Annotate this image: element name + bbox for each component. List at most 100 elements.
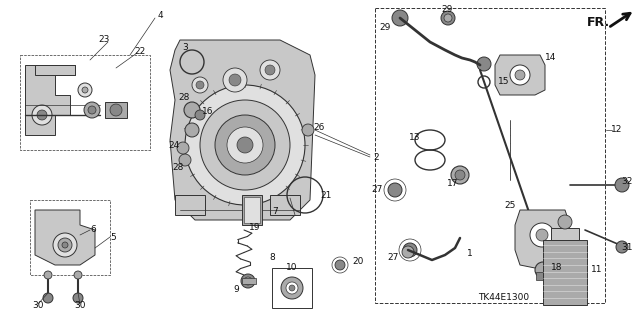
Text: 6: 6 <box>90 226 96 234</box>
Text: 24: 24 <box>168 140 180 150</box>
Circle shape <box>241 274 255 288</box>
Bar <box>30 200 110 275</box>
Text: 20: 20 <box>352 257 364 266</box>
Circle shape <box>43 293 53 303</box>
Circle shape <box>215 115 275 175</box>
Text: 29: 29 <box>380 24 390 33</box>
Circle shape <box>223 68 247 92</box>
Circle shape <box>177 142 189 154</box>
Circle shape <box>53 233 77 257</box>
Circle shape <box>616 241 628 253</box>
Circle shape <box>78 83 92 97</box>
Circle shape <box>558 215 572 229</box>
Circle shape <box>227 127 263 163</box>
Circle shape <box>110 104 122 116</box>
Circle shape <box>200 100 290 190</box>
Circle shape <box>32 105 52 125</box>
Text: 30: 30 <box>74 301 86 310</box>
Circle shape <box>37 110 47 120</box>
Circle shape <box>615 178 629 192</box>
Circle shape <box>441 11 455 25</box>
Circle shape <box>184 102 200 118</box>
Text: 10: 10 <box>286 263 298 272</box>
Text: 32: 32 <box>621 177 633 187</box>
Text: 29: 29 <box>442 5 452 14</box>
Bar <box>270 195 300 215</box>
Circle shape <box>535 262 551 278</box>
Circle shape <box>62 242 68 248</box>
Text: 22: 22 <box>134 48 146 56</box>
Bar <box>375 8 605 303</box>
Text: 12: 12 <box>611 125 623 135</box>
Circle shape <box>229 74 241 86</box>
Circle shape <box>58 238 72 252</box>
Circle shape <box>289 285 295 291</box>
Bar <box>536 272 550 280</box>
Text: 19: 19 <box>249 224 260 233</box>
Circle shape <box>73 293 83 303</box>
Text: 14: 14 <box>545 53 557 62</box>
Circle shape <box>392 10 408 26</box>
Polygon shape <box>170 40 315 220</box>
Circle shape <box>196 81 204 89</box>
Bar <box>105 102 127 118</box>
Circle shape <box>237 137 253 153</box>
Circle shape <box>244 277 252 285</box>
Circle shape <box>82 87 88 93</box>
Text: 4: 4 <box>157 11 163 19</box>
Text: 27: 27 <box>387 254 399 263</box>
Text: 8: 8 <box>269 254 275 263</box>
Polygon shape <box>495 55 545 95</box>
Circle shape <box>536 229 548 241</box>
Text: 16: 16 <box>202 108 214 116</box>
Circle shape <box>335 260 345 270</box>
Text: 13: 13 <box>409 133 420 143</box>
Circle shape <box>515 70 525 80</box>
Text: FR.: FR. <box>587 16 610 28</box>
Bar <box>551 228 579 240</box>
Bar <box>242 278 256 284</box>
Text: 31: 31 <box>621 242 633 251</box>
Text: 3: 3 <box>182 43 188 53</box>
Circle shape <box>74 271 82 279</box>
Text: 21: 21 <box>320 190 332 199</box>
Circle shape <box>185 85 305 205</box>
Text: 23: 23 <box>99 35 109 44</box>
Bar <box>543 240 587 305</box>
Text: 28: 28 <box>172 164 184 173</box>
Polygon shape <box>35 65 75 75</box>
Circle shape <box>477 57 491 71</box>
Text: 5: 5 <box>110 233 116 241</box>
Circle shape <box>403 243 417 257</box>
Circle shape <box>195 110 205 120</box>
Circle shape <box>444 14 452 22</box>
Circle shape <box>388 183 402 197</box>
Polygon shape <box>25 65 75 135</box>
Circle shape <box>455 170 465 180</box>
Circle shape <box>281 277 303 299</box>
Text: 28: 28 <box>179 93 189 101</box>
Text: 9: 9 <box>233 286 239 294</box>
Text: 25: 25 <box>504 201 516 210</box>
Bar <box>272 268 312 308</box>
Circle shape <box>192 77 208 93</box>
Text: 18: 18 <box>551 263 563 272</box>
Circle shape <box>510 65 530 85</box>
Text: 26: 26 <box>314 123 324 132</box>
Text: 2: 2 <box>373 152 379 161</box>
Polygon shape <box>35 210 95 265</box>
Circle shape <box>44 271 52 279</box>
Text: 11: 11 <box>591 265 603 275</box>
Text: 7: 7 <box>272 207 278 217</box>
Text: 30: 30 <box>32 301 44 310</box>
Bar <box>20 55 150 150</box>
Circle shape <box>286 282 298 294</box>
Circle shape <box>88 106 96 114</box>
Circle shape <box>84 102 100 118</box>
Circle shape <box>179 154 191 166</box>
Text: 27: 27 <box>371 186 383 195</box>
Circle shape <box>260 60 280 80</box>
Bar <box>244 197 260 223</box>
Text: 1: 1 <box>467 249 473 257</box>
Circle shape <box>530 223 554 247</box>
